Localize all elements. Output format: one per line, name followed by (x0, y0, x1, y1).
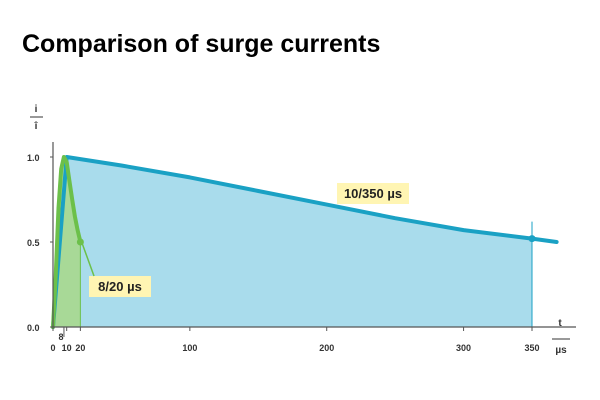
x-axis-unit: µs (555, 345, 567, 356)
annotation-label-0: 10/350 µs (344, 186, 402, 201)
x-tick-label-2: 20 (75, 343, 85, 353)
series-8-20-line (51, 155, 83, 329)
series-8-20-point (76, 238, 84, 246)
y-axis-unit: î (34, 121, 39, 132)
y-tick-label-0: 0.0 (27, 323, 40, 333)
annotation-box-1 (89, 276, 151, 297)
y-tick-label-2: 1.0 (27, 153, 40, 163)
y-axis-label: i (35, 104, 38, 115)
x-tick-label-3: 100 (182, 343, 197, 353)
chart-title: Comparison of surge currents (22, 30, 381, 58)
series-10-350-line (51, 155, 559, 329)
series-10-350-area (53, 157, 532, 327)
series-10-350-point (528, 235, 536, 243)
x-tick-label-0: 0 (50, 343, 55, 353)
y-tick-label-1: 0.5 (27, 238, 40, 248)
x-tick-label-1: 10 (62, 343, 72, 353)
annotation-box-0 (337, 183, 409, 204)
x-tick-label-5: 300 (456, 343, 471, 353)
x-tick-label-6: 350 (524, 343, 539, 353)
annotation-leader-8-20 (81, 243, 95, 277)
x-marker-8-label: 8 (58, 332, 63, 342)
annotation-label-1: 8/20 µs (98, 279, 142, 294)
x-tick-label-4: 200 (319, 343, 334, 353)
x-axis-label: t (558, 318, 562, 329)
